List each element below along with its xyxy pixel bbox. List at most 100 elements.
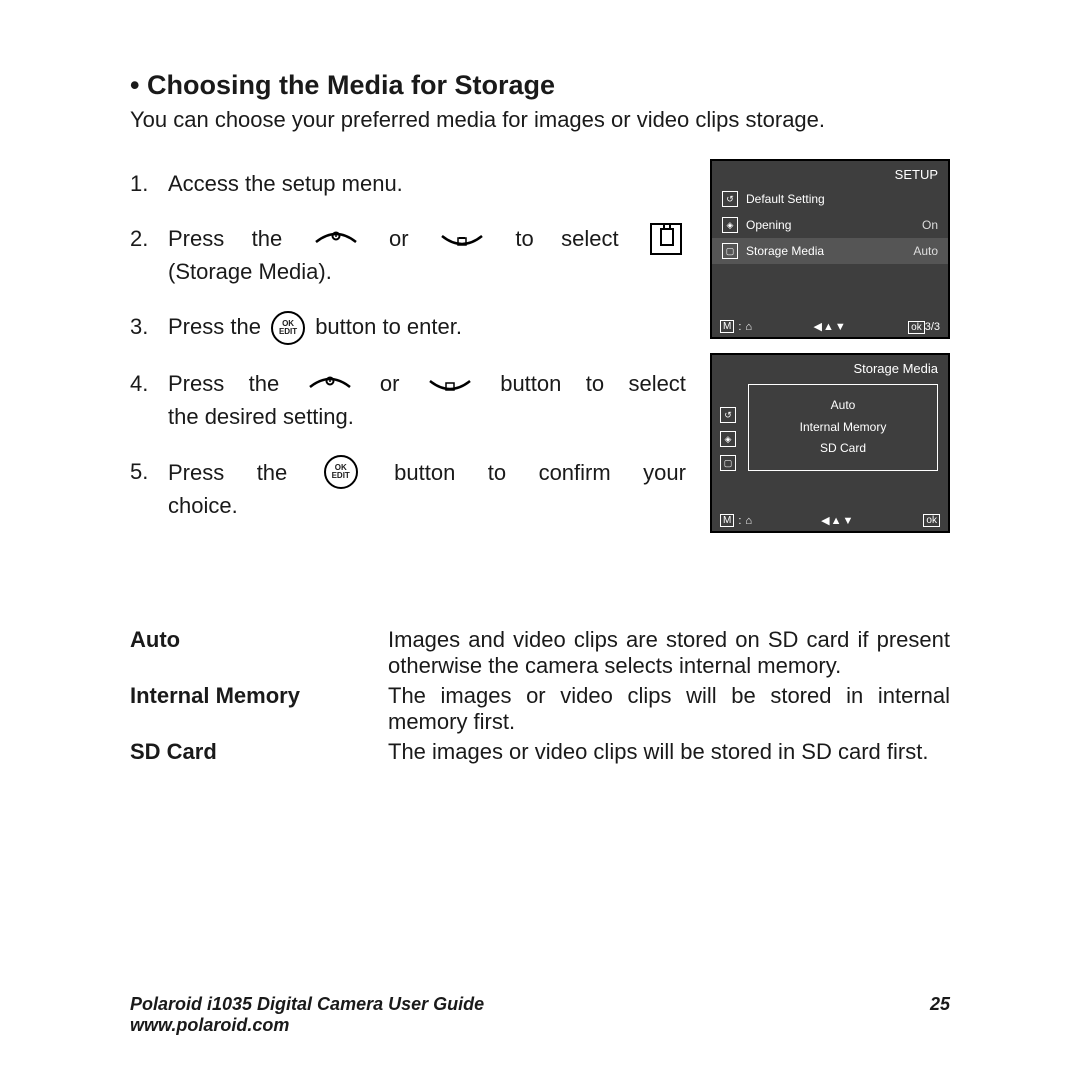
t: EDIT — [332, 472, 350, 480]
camera-screens: SETUP ↺ Default Setting ◈ Opening On ▢ S… — [710, 159, 950, 547]
storage-media-icon — [650, 223, 682, 255]
section-heading: • Choosing the Media for Storage — [130, 70, 950, 101]
ok-edit-icon: OK EDIT — [324, 455, 358, 489]
t: EDIT — [279, 328, 297, 336]
definitions: Auto Images and video clips are stored o… — [130, 627, 950, 765]
menu-label: Storage Media — [746, 244, 824, 258]
step-body: Press the or button to select the des — [168, 367, 686, 433]
down-eye-icon — [428, 373, 472, 395]
menu-row-selected: ▢ Storage Media Auto — [712, 238, 948, 264]
step-5: 5. Press the OK EDIT button to confirm y… — [130, 455, 686, 522]
t: to — [586, 367, 604, 400]
menu-row: ↺ Default Setting — [712, 186, 948, 212]
reset-icon: ↺ — [722, 191, 738, 207]
step-num: 5. — [130, 455, 168, 522]
t: button to enter. — [315, 314, 462, 339]
def-term: Internal Memory — [130, 683, 388, 735]
page-indicator: 3/3 — [925, 321, 940, 333]
option-internal: Internal Memory — [749, 417, 937, 439]
step-4: 4. Press the or button to — [130, 367, 686, 433]
t: to — [488, 456, 506, 489]
page-footer: Polaroid i1035 Digital Camera User Guide… — [130, 994, 950, 1036]
t: Press — [168, 222, 224, 255]
t: button — [500, 367, 561, 400]
t: the — [257, 456, 288, 489]
screen-footer: M:⌂ ◀▲▼ ok3/3 — [712, 316, 948, 337]
t: (Storage Media). — [168, 255, 686, 288]
footer-guide: Polaroid i1035 Digital Camera User Guide — [130, 994, 484, 1015]
menu-label: Default Setting — [746, 192, 825, 206]
t: the — [252, 222, 283, 255]
step-body: Access the setup menu. — [168, 167, 686, 200]
heading-bullet: • — [130, 70, 139, 100]
intro-text: You can choose your preferred media for … — [130, 107, 950, 133]
t: the desired setting. — [168, 400, 686, 433]
m-icon: M — [720, 514, 734, 527]
option-sd: SD Card — [749, 438, 937, 460]
def-desc: The images or video clips will be stored… — [388, 739, 950, 765]
nav-arrows: ◀▲▼ — [821, 514, 854, 527]
menu-row: ◈ Opening On — [712, 212, 948, 238]
step-body: Press the OK EDIT button to enter. — [168, 310, 686, 345]
ok-icon: ok — [923, 514, 940, 527]
up-eye-icon — [308, 373, 352, 395]
def-term: Auto — [130, 627, 388, 679]
side-icon: ↺ — [720, 407, 736, 423]
home-icon: ⌂ — [745, 515, 752, 527]
screen-footer: M:⌂ ◀▲▼ ok — [712, 510, 948, 531]
t: or — [389, 222, 409, 255]
option-auto: Auto — [749, 395, 937, 417]
t: choice. — [168, 489, 686, 522]
step-num: 2. — [130, 222, 168, 288]
menu-value: On — [922, 218, 938, 232]
step-1: 1. Access the setup menu. — [130, 167, 686, 200]
t: Press — [168, 456, 224, 489]
ok-icon: ok — [908, 321, 925, 334]
step-num: 4. — [130, 367, 168, 433]
t: select — [561, 222, 618, 255]
opening-icon: ◈ — [722, 217, 738, 233]
t: Press — [168, 367, 224, 400]
step-body: Press the OK EDIT button to confirm your… — [168, 455, 686, 522]
side-icon: ▢ — [720, 455, 736, 471]
storage-icon-small: ▢ — [722, 243, 738, 259]
step-2: 2. Press the or to select — [130, 222, 686, 288]
step-num: 3. — [130, 310, 168, 345]
side-icons: ↺ ◈ ▢ — [720, 407, 736, 471]
options-box: Auto Internal Memory SD Card — [748, 384, 938, 471]
menu-label: Opening — [746, 218, 791, 232]
def-desc: Images and video clips are stored on SD … — [388, 627, 950, 679]
down-eye-icon — [440, 228, 484, 250]
steps-list: 1. Access the setup menu. 2. Press the o… — [130, 167, 686, 547]
screen-title: Storage Media — [712, 355, 948, 380]
def-desc: The images or video clips will be stored… — [388, 683, 950, 735]
footer-url: www.polaroid.com — [130, 1015, 484, 1036]
t: the — [249, 367, 280, 400]
nav-arrows: ◀▲▼ — [813, 320, 846, 333]
up-eye-icon — [314, 228, 358, 250]
def-row: Auto Images and video clips are stored o… — [130, 627, 950, 679]
step-num: 1. — [130, 167, 168, 200]
def-term: SD Card — [130, 739, 388, 765]
t: confirm — [539, 456, 611, 489]
setup-screen: SETUP ↺ Default Setting ◈ Opening On ▢ S… — [710, 159, 950, 339]
ok-edit-icon: OK EDIT — [271, 311, 305, 345]
step-body: Press the or to select (Storage Medi — [168, 222, 686, 288]
home-icon: ⌂ — [745, 321, 752, 333]
storage-screen: Storage Media ↺ ◈ ▢ Auto Internal Memory… — [710, 353, 950, 533]
t: Press the — [168, 314, 261, 339]
step-3: 3. Press the OK EDIT button to enter. — [130, 310, 686, 345]
t: or — [380, 367, 400, 400]
t: select — [628, 367, 685, 400]
screen-title: SETUP — [712, 161, 948, 186]
heading-text: Choosing the Media for Storage — [147, 70, 555, 100]
t: button — [394, 456, 455, 489]
def-row: SD Card The images or video clips will b… — [130, 739, 950, 765]
m-icon: M — [720, 320, 734, 333]
t: to — [515, 222, 533, 255]
side-icon: ◈ — [720, 431, 736, 447]
t: your — [643, 456, 686, 489]
footer-page-number: 25 — [930, 994, 950, 1036]
menu-value: Auto — [913, 244, 938, 258]
def-row: Internal Memory The images or video clip… — [130, 683, 950, 735]
